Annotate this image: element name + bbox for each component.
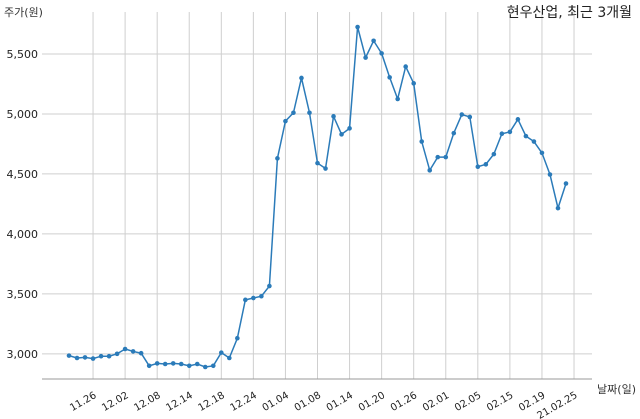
data-point — [443, 154, 449, 160]
data-point — [243, 297, 248, 303]
data-point — [202, 364, 208, 370]
data-point — [339, 132, 344, 137]
data-point — [379, 51, 384, 56]
data-point — [347, 126, 352, 131]
x-tick-label: 01.14 — [325, 390, 355, 414]
data-point — [227, 355, 232, 361]
x-axis-label: 날짜(일) — [597, 383, 636, 396]
data-point — [122, 346, 128, 352]
x-tick-labels: 11.26 12.02 12.08 12.14 12.18 12.24 01.04 01.08… — [68, 390, 579, 419]
x-tick-label: 02.01 — [421, 390, 451, 414]
data-point — [114, 351, 120, 357]
data-point — [371, 38, 376, 44]
data-point — [411, 81, 416, 86]
data-point — [403, 64, 408, 69]
data-point — [435, 154, 441, 160]
data-point — [90, 356, 96, 361]
data-point — [98, 353, 104, 359]
data-point — [323, 166, 328, 171]
data-point — [563, 181, 569, 186]
data-point — [547, 172, 553, 177]
data-point — [210, 363, 216, 369]
x-tick-label: 01.20 — [357, 390, 387, 414]
data-point — [275, 156, 280, 161]
data-point — [491, 151, 497, 157]
data-point — [499, 131, 505, 137]
data-point — [315, 160, 320, 166]
data-point — [355, 24, 360, 30]
data-point — [178, 361, 184, 367]
data-point — [74, 355, 80, 361]
data-point — [291, 110, 296, 116]
data-point — [475, 164, 481, 170]
price-points — [66, 24, 569, 370]
data-point — [427, 168, 433, 173]
x-tick-label: 11.26 — [68, 390, 98, 414]
data-point — [106, 353, 112, 359]
x-tick-label: 01.26 — [389, 390, 419, 414]
data-point — [235, 335, 240, 341]
data-point — [531, 139, 537, 144]
x-tick-label: 02.15 — [485, 390, 515, 414]
data-point — [186, 363, 192, 369]
data-point — [307, 110, 312, 116]
y-tick-labels: 3,000 3,500 4,000 4,500 5,000 5,500 — [7, 48, 39, 361]
y-tick-label: 3,000 — [7, 348, 39, 361]
data-point — [467, 114, 473, 120]
data-point — [419, 139, 425, 144]
x-tick-label: 01.08 — [293, 390, 323, 414]
data-point — [130, 349, 136, 354]
y-tick-label: 4,500 — [7, 168, 39, 181]
data-point — [515, 117, 521, 122]
y-tick-label: 5,000 — [7, 108, 39, 121]
data-point — [555, 205, 561, 211]
data-point — [395, 96, 400, 102]
data-point — [523, 133, 529, 139]
grid-lines — [42, 12, 592, 379]
x-tick-label: 01.04 — [261, 390, 291, 414]
y-tick-label: 4,000 — [7, 228, 39, 241]
data-point — [363, 55, 368, 60]
data-point — [299, 75, 304, 81]
y-tick-label: 3,500 — [7, 288, 39, 301]
x-tick-label: 12.14 — [164, 390, 194, 414]
data-point — [66, 353, 72, 358]
data-point — [219, 350, 224, 355]
x-tick-label: 12.24 — [229, 390, 259, 414]
data-point — [146, 363, 152, 369]
y-axis-label: 주가(원) — [4, 6, 43, 19]
data-point — [459, 112, 465, 117]
x-tick-label: 12.08 — [132, 390, 162, 414]
data-point — [194, 361, 200, 367]
x-tick-label: 12.02 — [100, 390, 130, 414]
data-point — [387, 75, 392, 80]
y-tick-label: 5,500 — [7, 48, 39, 61]
data-point — [259, 293, 264, 299]
data-point — [162, 361, 168, 367]
data-point — [507, 129, 513, 135]
data-point — [251, 295, 256, 301]
x-tick-label: 02.05 — [453, 390, 483, 414]
x-tick-label: 12.18 — [197, 390, 227, 414]
data-point — [82, 355, 88, 360]
data-point — [483, 162, 489, 167]
data-point — [331, 114, 336, 119]
data-point — [154, 361, 160, 366]
data-point — [138, 350, 144, 356]
data-point — [283, 118, 288, 124]
data-point — [451, 130, 457, 136]
data-point — [170, 361, 176, 366]
data-point — [267, 283, 272, 289]
chart-title: 현우산업, 최근 3개월 — [506, 5, 632, 21]
data-point — [539, 150, 545, 156]
